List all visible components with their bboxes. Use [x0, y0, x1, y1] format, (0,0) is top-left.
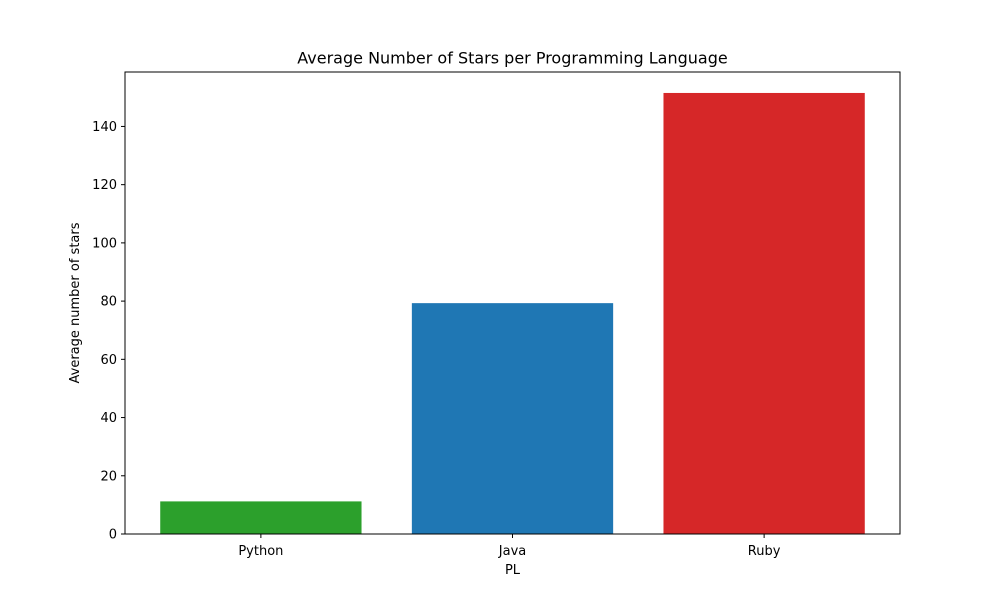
bars-layer — [160, 92, 865, 535]
y-tick-label: 0 — [109, 528, 117, 543]
x-tick-label: Ruby — [748, 544, 781, 559]
x-tick-label: Java — [498, 544, 526, 559]
y-tick-label: 20 — [100, 469, 117, 484]
x-tick-label: Python — [238, 544, 283, 559]
y-tick-label: 100 — [92, 236, 117, 251]
bar-java — [411, 303, 614, 534]
x-axis-label: PL — [505, 563, 521, 578]
x-axis: Python Java Ruby — [238, 534, 781, 559]
y-tick-label: 120 — [92, 178, 117, 193]
chart-title: Average Number of Stars per Programming … — [297, 49, 727, 68]
y-tick-label: 60 — [100, 353, 117, 368]
y-axis: 0 20 40 60 80 100 120 140 — [92, 120, 125, 543]
y-tick-label: 40 — [100, 411, 117, 426]
y-tick-label: 80 — [100, 295, 117, 310]
y-axis-label: Average number of stars — [68, 222, 83, 383]
y-tick-label: 140 — [92, 120, 117, 135]
bar-ruby — [663, 92, 865, 535]
bar-python — [160, 501, 362, 534]
